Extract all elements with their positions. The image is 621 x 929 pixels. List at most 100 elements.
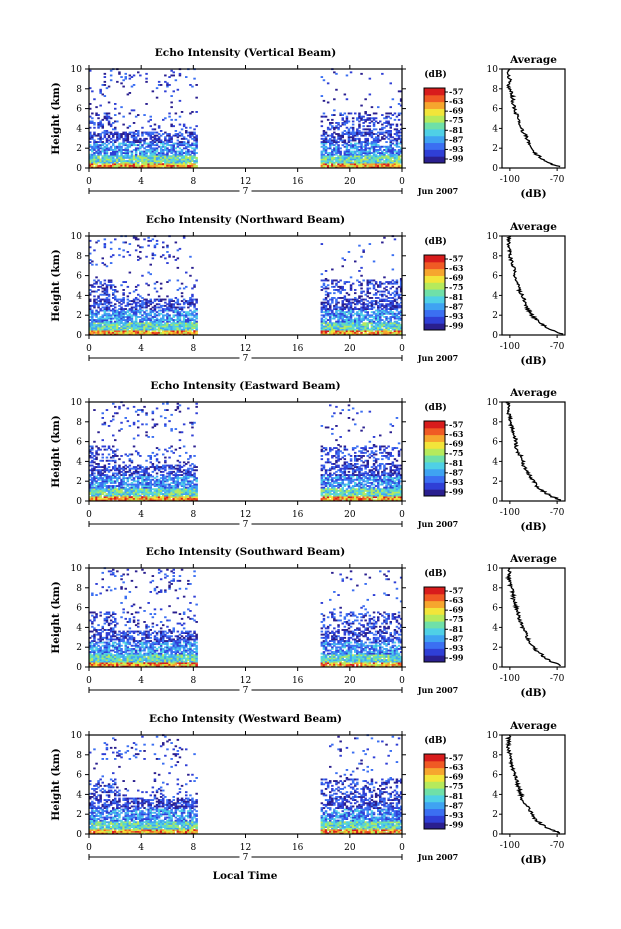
heatmap-cell <box>387 120 390 123</box>
heatmap-cell <box>362 155 365 158</box>
heatmap-cell <box>385 325 388 328</box>
heatmap-cell <box>118 486 121 489</box>
heatmap-cell <box>187 306 190 309</box>
heatmap-cell <box>124 488 127 491</box>
heatmap-cell <box>139 323 142 326</box>
heatmap-cell <box>157 306 161 309</box>
heatmap-cell <box>107 480 111 483</box>
heatmap-cell <box>383 145 386 148</box>
heatmap-cell <box>335 153 338 156</box>
heatmap-cell <box>387 145 390 148</box>
heatmap-cell <box>399 160 403 162</box>
heatmap-cell <box>95 301 98 304</box>
heatmap-cell <box>320 125 324 128</box>
heatmap-cell <box>164 160 167 162</box>
heatmap-cell <box>358 142 361 145</box>
heatmap-cell <box>99 147 102 150</box>
heatmap-cell <box>107 469 111 472</box>
heatmap-cell <box>122 478 125 481</box>
heatmap-cell <box>153 123 157 126</box>
heatmap-cell <box>132 144 136 147</box>
heatmap-cell <box>385 322 388 325</box>
heatmap-cell <box>341 322 344 325</box>
heatmap-cell <box>143 322 146 325</box>
heatmap-cell <box>326 126 330 129</box>
heatmap-cell <box>139 311 142 314</box>
heatmap-cell <box>387 290 390 293</box>
heatmap-cell <box>122 131 125 134</box>
heatmap-cell <box>358 325 361 328</box>
heatmap-cell <box>341 309 344 312</box>
heatmap-cell <box>372 152 376 154</box>
heatmap-cell <box>116 330 119 333</box>
heatmap-cell <box>191 287 194 290</box>
heatmap-cell <box>395 125 399 128</box>
y-tick-label: 2 <box>76 144 82 154</box>
heatmap-cell <box>141 126 144 129</box>
heatmap-cell <box>191 150 194 153</box>
heatmap-cell <box>130 333 134 336</box>
heatmap-cell <box>385 160 388 162</box>
heatmap-cell <box>345 319 349 321</box>
heatmap-cell <box>93 486 96 489</box>
colorbar-swatch <box>424 115 445 123</box>
heatmap-cell <box>107 493 111 495</box>
heatmap-cell <box>176 144 180 147</box>
heatmap-cell <box>118 327 121 329</box>
heatmap-cell <box>97 478 100 481</box>
heatmap-cell <box>341 114 344 116</box>
x-tick-label: 0 <box>86 177 92 187</box>
heatmap-cell <box>139 319 142 321</box>
heatmap-cell <box>112 480 115 483</box>
heatmap-cell <box>137 284 140 287</box>
heatmap-cell <box>377 136 380 139</box>
heatmap-cell <box>358 330 361 333</box>
heatmap-cell <box>137 328 140 331</box>
heatmap-cell <box>93 149 96 151</box>
heatmap-cell <box>122 491 125 494</box>
heatmap-cell <box>399 131 403 134</box>
heatmap-cell <box>364 131 367 134</box>
heatmap-cell <box>105 163 109 166</box>
colorbar-swatch <box>424 156 445 164</box>
heatmap-cell <box>109 333 113 336</box>
heatmap-cell <box>397 166 401 169</box>
heatmap-cell <box>116 298 119 301</box>
heatmap-cell <box>124 497 127 500</box>
heatmap-cell <box>343 312 347 315</box>
heatmap-cell <box>395 145 399 148</box>
heatmap-cell <box>116 137 119 140</box>
heatmap-cell <box>143 319 146 321</box>
heatmap-cell <box>387 328 390 331</box>
heatmap-cell <box>351 133 355 135</box>
heatmap-cell <box>333 312 336 315</box>
heatmap-cell <box>116 455 119 457</box>
heatmap-cell <box>345 304 349 307</box>
heatmap-cell <box>393 158 397 161</box>
heatmap-cell <box>324 308 328 310</box>
heatmap-cell <box>370 297 374 299</box>
heatmap-cell <box>335 309 338 312</box>
heatmap-cell <box>360 319 363 321</box>
heatmap-cell <box>122 298 125 301</box>
heatmap-cell <box>360 290 363 293</box>
heatmap-cell <box>368 292 372 295</box>
heatmap-cell <box>166 85 169 88</box>
colorbar-swatch <box>424 94 445 103</box>
heatmap-cell <box>372 331 376 334</box>
heatmap-cell <box>134 155 138 158</box>
heatmap-cell <box>162 304 165 307</box>
heatmap-cell <box>101 284 104 287</box>
heatmap-cell <box>322 131 326 134</box>
heatmap-cell <box>164 309 167 312</box>
heatmap-cell <box>178 311 182 314</box>
heatmap-cell <box>95 309 98 312</box>
heatmap-cell <box>366 131 369 134</box>
heatmap-cell <box>383 131 386 134</box>
heatmap-cell <box>105 152 109 154</box>
heatmap-cell <box>364 314 367 317</box>
heatmap-cell <box>324 327 328 329</box>
heatmap-cell <box>145 304 148 307</box>
heatmap-cell <box>362 327 365 329</box>
heatmap-cell <box>112 494 115 497</box>
